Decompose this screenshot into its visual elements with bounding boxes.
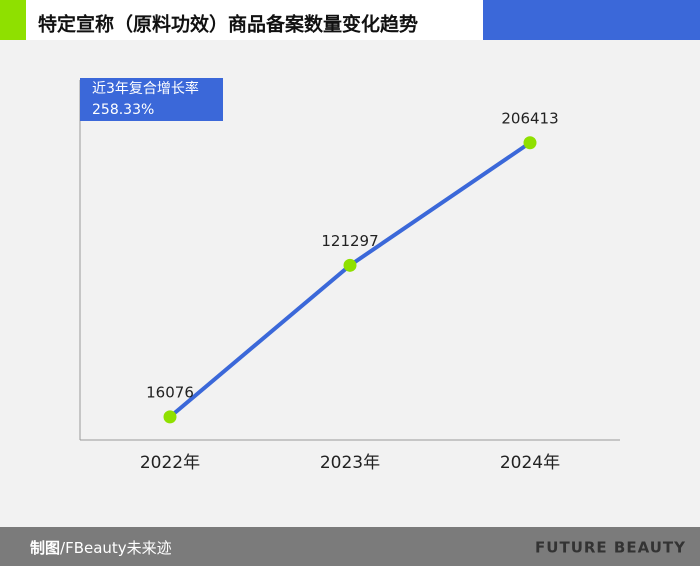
data-point bbox=[163, 410, 177, 424]
credit-label: 制图 bbox=[30, 539, 60, 557]
credit-source: /FBeauty未来迹 bbox=[60, 539, 172, 557]
annotation-box bbox=[80, 78, 223, 121]
data-point bbox=[343, 258, 357, 272]
data-point bbox=[523, 136, 537, 150]
data-label: 121297 bbox=[321, 232, 378, 250]
footer-bar bbox=[0, 527, 700, 566]
title-bar bbox=[483, 0, 700, 40]
x-tick-label: 2023年 bbox=[320, 453, 380, 473]
data-label: 206413 bbox=[501, 109, 558, 127]
x-tick-label: 2022年 bbox=[140, 453, 200, 473]
footer-credit: 制图/FBeauty未来迹 bbox=[30, 539, 172, 557]
footer-brand: FUTURE BEAUTY bbox=[535, 539, 686, 557]
annotation-value: 258.33% bbox=[92, 102, 154, 118]
x-tick-label: 2024年 bbox=[500, 453, 560, 473]
title-band bbox=[26, 0, 483, 40]
title-accent bbox=[0, 0, 26, 40]
data-label: 16076 bbox=[146, 383, 194, 401]
annotation-label: 近3年复合增长率 bbox=[92, 80, 199, 97]
chart-title: 特定宣称（原料功效）商品备案数量变化趋势 bbox=[38, 13, 418, 36]
